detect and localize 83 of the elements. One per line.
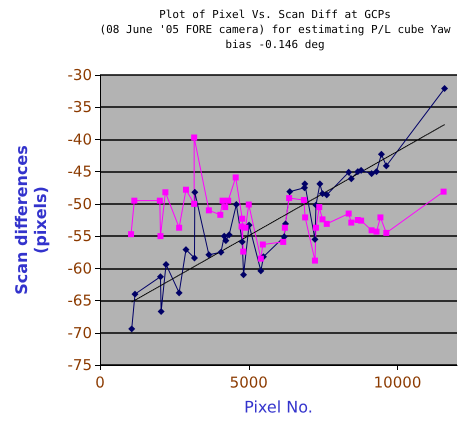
point <box>345 168 352 176</box>
point <box>346 210 352 217</box>
point <box>157 233 164 240</box>
point <box>205 251 212 258</box>
point <box>222 204 228 210</box>
point <box>373 228 380 235</box>
y-tick-label: -60 <box>68 259 92 278</box>
point <box>311 236 318 243</box>
point <box>358 166 365 174</box>
x-tick-label: 0 <box>95 374 105 392</box>
y-tick-label: -45 <box>68 162 92 181</box>
point <box>191 188 198 196</box>
x-tick-label: 10000 <box>374 374 422 392</box>
y-tick-label: -75 <box>68 356 92 374</box>
y-tick-label: -55 <box>68 227 92 246</box>
point <box>378 150 385 158</box>
point <box>220 198 226 204</box>
x-tick-label: 5000 <box>230 374 268 392</box>
point <box>232 174 239 180</box>
point <box>225 198 232 204</box>
point <box>182 246 190 254</box>
point <box>368 170 376 178</box>
point <box>377 214 384 220</box>
point <box>323 191 330 198</box>
y-tick-label: -70 <box>68 324 92 342</box>
point <box>182 186 189 193</box>
point <box>240 271 248 278</box>
point <box>162 189 168 196</box>
point <box>372 168 380 176</box>
x-axis-title: Pixel No. <box>244 398 313 416</box>
y-tick-label: -65 <box>68 292 92 310</box>
point <box>131 198 138 204</box>
point <box>258 256 264 262</box>
point <box>320 216 326 222</box>
point <box>217 248 224 256</box>
point <box>257 267 264 274</box>
point <box>358 218 364 224</box>
point <box>176 289 183 296</box>
point <box>232 201 240 208</box>
point <box>158 308 165 316</box>
point <box>300 197 307 204</box>
point <box>382 162 390 170</box>
point <box>217 212 224 218</box>
point <box>246 202 252 208</box>
point <box>238 238 246 246</box>
point <box>383 230 390 236</box>
point <box>286 195 292 202</box>
point <box>441 85 448 92</box>
point <box>222 237 230 244</box>
point <box>190 254 198 262</box>
point <box>156 198 163 204</box>
point <box>226 231 233 238</box>
point <box>324 220 330 227</box>
point <box>128 325 136 332</box>
y-tick-label: -35 <box>68 98 92 116</box>
y-tick-label: -30 <box>68 66 92 84</box>
point <box>302 214 308 220</box>
point <box>239 216 246 222</box>
point <box>206 207 212 214</box>
point <box>162 260 170 268</box>
point <box>242 224 249 231</box>
point <box>282 224 288 231</box>
y-tick-label: -40 <box>68 130 92 148</box>
point <box>156 273 164 280</box>
y-tick-label: -50 <box>68 194 92 213</box>
point <box>128 231 134 238</box>
point <box>176 224 182 231</box>
point <box>348 220 354 226</box>
point <box>348 175 355 182</box>
point <box>191 200 198 207</box>
y-axis-title: Scan differences (pixels) <box>12 145 50 295</box>
chart-title: Plot of Pixel Vs. Scan Diff at GCPs (08 June '05 FORE camera) for estimating P/L cube Yaw bias -0.146 deg <box>100 8 451 51</box>
point <box>440 188 447 195</box>
point <box>316 204 322 210</box>
point <box>312 258 318 264</box>
point <box>316 180 324 188</box>
point <box>280 238 286 245</box>
point <box>191 134 198 141</box>
point <box>286 188 294 196</box>
point <box>131 290 138 298</box>
point <box>312 224 319 231</box>
point <box>260 241 266 248</box>
point <box>240 248 246 255</box>
